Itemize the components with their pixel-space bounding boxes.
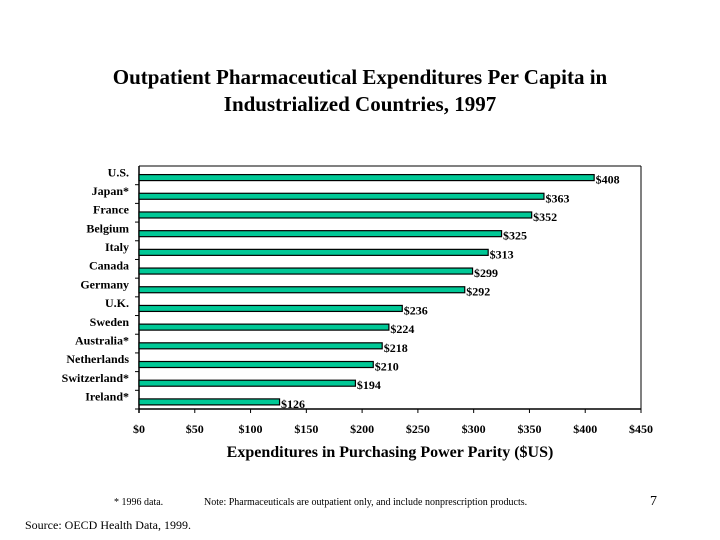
category-label: Ireland* — [85, 390, 129, 404]
value-label: $313 — [490, 247, 514, 261]
value-label: $352 — [533, 210, 557, 224]
bar-germany — [138, 286, 466, 294]
chart-title-line-2: Industrialized Countries, 1997 — [223, 92, 497, 116]
category-label: France — [93, 203, 130, 217]
page-number: 7 — [650, 494, 657, 509]
category-label: Netherlands — [66, 352, 129, 366]
bar-belgium — [138, 230, 503, 238]
chart-title-line-1: Outpatient Pharmaceutical Expenditures P… — [112, 65, 608, 89]
category-label: Germany — [80, 277, 129, 291]
category-label: Japan* — [92, 184, 129, 198]
value-label: $210 — [375, 360, 399, 374]
category-label: Canada — [89, 259, 129, 273]
value-label: $236 — [404, 303, 428, 317]
x-tick-label: $300 — [462, 422, 486, 436]
chart-title: Outpatient Pharmaceutical Expenditures P… — [0, 64, 720, 118]
value-label: $224 — [390, 322, 414, 336]
category-label: U.S. — [108, 165, 129, 179]
bar-switzerland — [138, 379, 357, 387]
value-label: $299 — [474, 266, 498, 280]
value-label: $363 — [545, 191, 569, 205]
category-label: Belgium — [86, 221, 129, 235]
value-label: $408 — [596, 173, 620, 187]
x-tick-label: $250 — [406, 422, 430, 436]
x-tick-label: $200 — [350, 422, 374, 436]
x-tick-label: $50 — [186, 422, 204, 436]
footnote-note: Note: Pharmaceuticals are outpatient onl… — [204, 497, 528, 508]
category-label: Switzerland* — [62, 371, 129, 385]
bar-france — [138, 211, 533, 219]
x-tick-label: $100 — [239, 422, 263, 436]
value-label: $218 — [384, 341, 408, 355]
value-label: $292 — [466, 285, 490, 299]
footnote-1996-data: * 1996 data. — [114, 497, 164, 508]
bar-canada — [138, 267, 474, 275]
x-tick-label: $450 — [629, 422, 653, 436]
bar-us — [138, 173, 595, 182]
x-tick-label: $150 — [294, 422, 318, 436]
x-axis-label: Expenditures in Purchasing Power Parity … — [226, 444, 554, 461]
category-label: Australia* — [75, 334, 129, 348]
bar-netherlands — [138, 360, 374, 369]
value-label: $194 — [357, 378, 381, 392]
source-citation: Source: OECD Health Data, 1999. — [25, 518, 191, 532]
bar-australia — [138, 342, 383, 350]
value-label: $126 — [281, 397, 305, 411]
x-tick-label: $400 — [573, 422, 597, 436]
bar-sweden — [138, 323, 390, 331]
bar-uk — [138, 304, 403, 313]
category-label: Sweden — [90, 315, 130, 329]
bar-italy — [138, 248, 489, 256]
category-label: U.K. — [105, 296, 129, 310]
x-tick-label: $0 — [133, 422, 145, 436]
value-label: $325 — [503, 229, 527, 243]
bar-chart: $0 $50 $100 $150 $200 $250 $300 $350 $400 $450 U.S… — [62, 165, 653, 436]
bar-ireland — [138, 398, 281, 406]
category-label: Italy — [105, 240, 129, 254]
x-tick-label: $350 — [517, 422, 541, 436]
bar-japan — [138, 192, 545, 200]
